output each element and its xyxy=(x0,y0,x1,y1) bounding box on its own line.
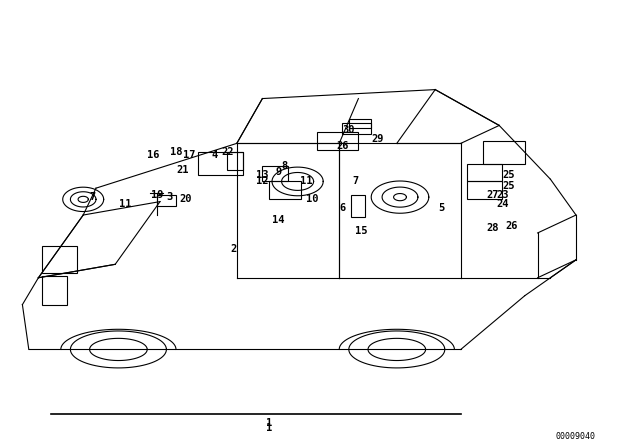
Text: 6: 6 xyxy=(339,203,346,213)
Bar xyxy=(42,276,67,305)
Text: 7: 7 xyxy=(90,192,96,202)
Bar xyxy=(317,132,358,150)
Text: 29: 29 xyxy=(371,134,384,144)
Text: 11: 11 xyxy=(300,177,312,186)
Text: 21: 21 xyxy=(176,165,189,175)
Text: 25: 25 xyxy=(502,170,515,180)
Text: 10: 10 xyxy=(306,194,319,204)
Text: 26: 26 xyxy=(506,221,518,231)
Text: 17: 17 xyxy=(182,150,195,159)
Text: 27: 27 xyxy=(486,190,499,200)
Bar xyxy=(467,164,502,181)
Bar xyxy=(42,246,77,273)
Text: 1: 1 xyxy=(266,423,272,433)
Text: 13: 13 xyxy=(256,170,269,180)
Bar xyxy=(349,119,371,128)
Text: 19: 19 xyxy=(150,190,163,200)
Bar xyxy=(262,166,288,181)
Bar xyxy=(467,181,502,199)
Text: 20: 20 xyxy=(179,194,192,204)
Text: 25: 25 xyxy=(502,181,515,191)
Bar xyxy=(269,181,301,199)
Text: 24: 24 xyxy=(496,199,509,209)
Text: 16: 16 xyxy=(147,150,160,159)
Text: 23: 23 xyxy=(496,190,509,200)
Text: 26: 26 xyxy=(336,141,349,151)
Text: 12: 12 xyxy=(256,177,269,186)
Bar xyxy=(351,195,365,217)
Text: 18: 18 xyxy=(170,147,182,157)
Text: 15: 15 xyxy=(355,226,368,236)
Text: 11: 11 xyxy=(118,199,131,209)
Text: 3: 3 xyxy=(166,192,173,202)
Text: 5: 5 xyxy=(438,203,445,213)
Text: 2: 2 xyxy=(230,244,237,254)
Bar xyxy=(483,141,525,164)
Bar xyxy=(227,152,243,170)
Text: 00009040: 00009040 xyxy=(556,432,595,441)
Text: 9: 9 xyxy=(275,168,282,177)
Text: 22: 22 xyxy=(221,147,234,157)
Text: 4: 4 xyxy=(211,150,218,159)
Bar xyxy=(342,123,371,134)
Bar xyxy=(157,195,176,206)
Text: 7: 7 xyxy=(352,177,358,186)
Text: 8: 8 xyxy=(282,161,288,171)
Text: 30: 30 xyxy=(342,125,355,135)
Text: 1: 1 xyxy=(266,418,272,428)
Text: 28: 28 xyxy=(486,224,499,233)
Text: 14: 14 xyxy=(272,215,285,224)
